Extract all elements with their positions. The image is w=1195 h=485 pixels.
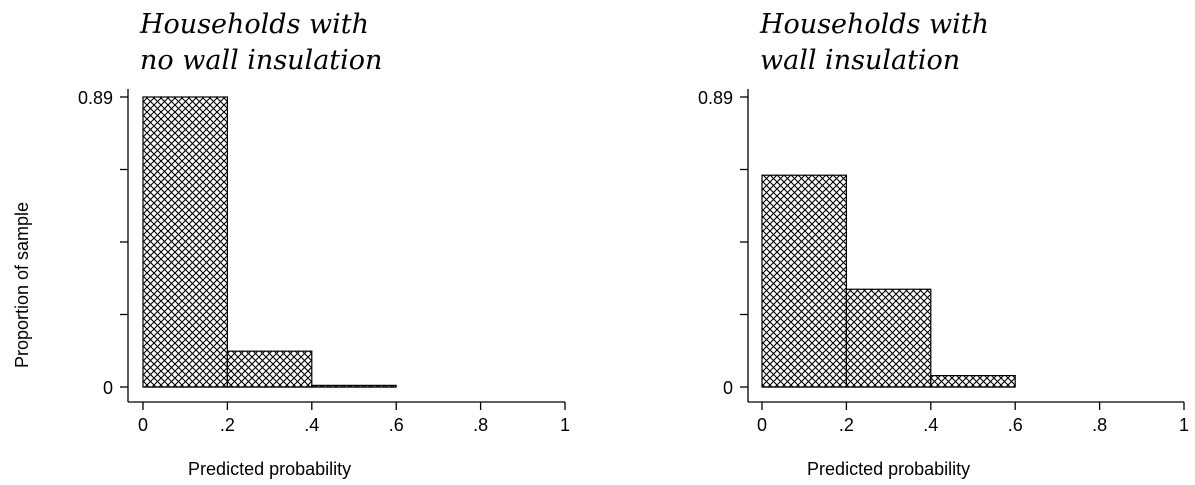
- x-axis-label: Predicted probability: [807, 459, 970, 479]
- histogram-bar: [226, 350, 313, 388]
- x-tick-label: 1: [560, 415, 570, 435]
- panel-no-insulation: Households with no wall insulation 0 0.89 0.…: [78, 9, 570, 479]
- y-tick-label: 0.89: [78, 88, 113, 108]
- y-axis-label: Proportion of sample: [12, 202, 32, 368]
- y-tick-label: 0: [723, 378, 733, 398]
- x-axis-label: Predicted probability: [188, 459, 351, 479]
- x-tick-label: .8: [1092, 415, 1107, 435]
- chart-title-line: no wall insulation: [140, 45, 382, 76]
- panel-with-insulation: Households with wall insulation 0 0.89 0 .2 .4…: [698, 9, 1189, 479]
- x-tick-label: .4: [923, 415, 938, 435]
- chart-title-line: Households with: [139, 9, 369, 40]
- x-tick-label: .6: [389, 415, 404, 435]
- x-tick-label: 0: [138, 415, 148, 435]
- x-tick-label: 0: [757, 415, 767, 435]
- y-tick-label: 0: [103, 378, 113, 398]
- chart-title-line: Households with: [759, 9, 989, 40]
- x-tick-label: .8: [473, 415, 488, 435]
- y-tick-label: 0.89: [698, 88, 733, 108]
- x-tick-label: .6: [1008, 415, 1023, 435]
- x-tick-label: .2: [220, 415, 235, 435]
- histogram-bar: [845, 288, 932, 388]
- x-tick-label: 1: [1179, 415, 1189, 435]
- x-tick-label: .4: [304, 415, 319, 435]
- histogram-bar: [930, 374, 1016, 388]
- chart-title-line: wall insulation: [760, 45, 960, 76]
- x-tick-label: .2: [839, 415, 854, 435]
- histogram-bar: [761, 174, 848, 388]
- histogram-bar: [142, 96, 229, 388]
